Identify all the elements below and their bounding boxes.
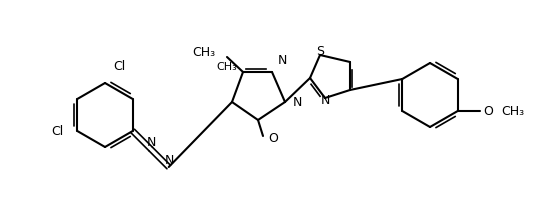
Text: Cl: Cl [113,60,125,73]
Text: CH₃: CH₃ [192,46,215,59]
Text: CH₃: CH₃ [217,62,237,72]
Text: O: O [268,132,278,145]
Text: S: S [316,45,324,58]
Text: N: N [278,54,287,67]
Text: Cl: Cl [51,125,63,138]
Text: N: N [165,154,174,167]
Text: CH₃: CH₃ [502,104,525,117]
Text: N: N [147,136,157,149]
Text: N: N [321,94,330,107]
Text: N: N [293,95,302,108]
Text: O: O [483,104,494,117]
